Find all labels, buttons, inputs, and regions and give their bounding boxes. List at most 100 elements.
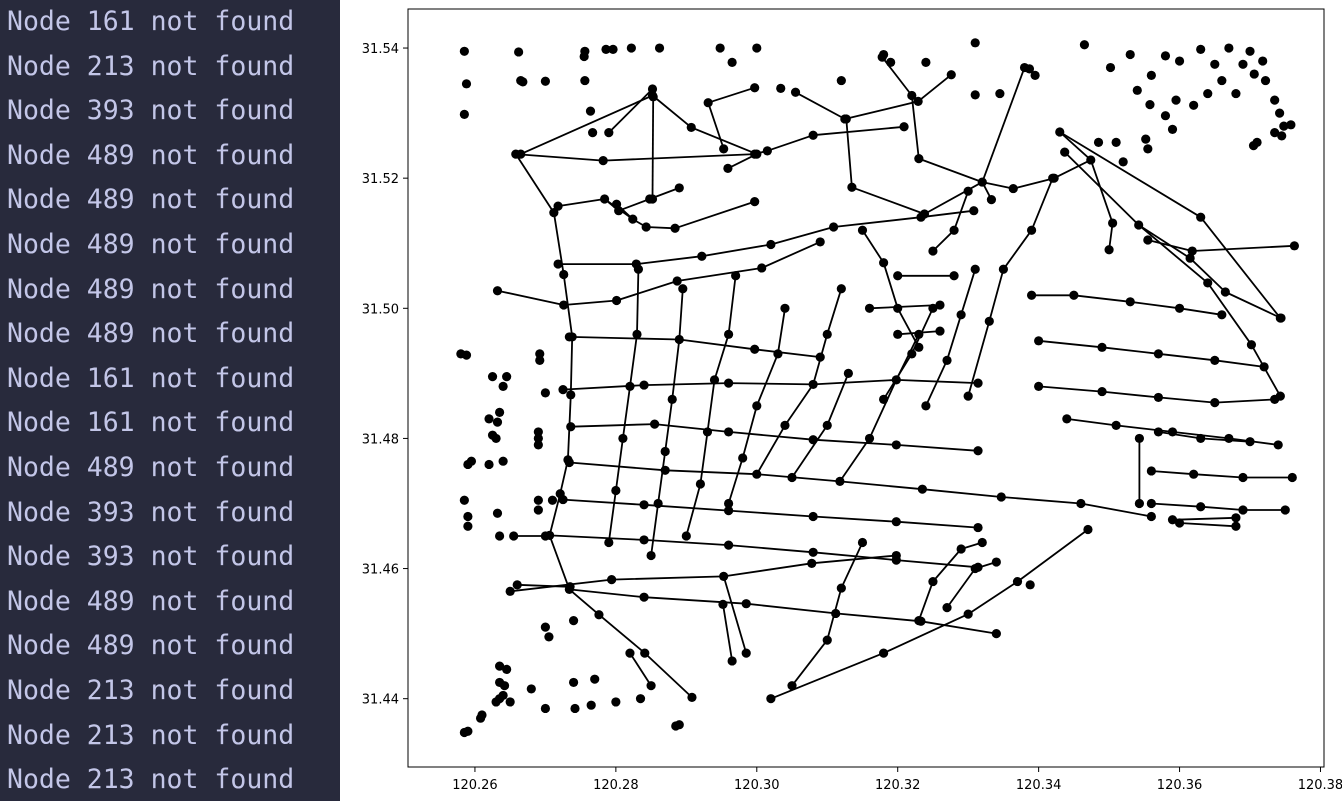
isolated-node [1146,70,1156,80]
graph-node [639,535,649,545]
graph-node [1069,290,1079,300]
graph-node [1146,511,1156,522]
graph-node [681,531,691,541]
graph-node [611,199,622,209]
graph-node [702,427,713,437]
terminal-line: Node 489 not found [7,184,295,216]
graph-node [724,540,734,550]
isolated-node [535,349,545,359]
isolated-node [585,106,596,116]
isolated-node [1079,40,1090,50]
graph-node [891,440,901,450]
graph-node [1270,394,1280,404]
graph-node [808,511,818,522]
road-edge [869,304,941,310]
x-tick-label: 120.38 [1298,778,1342,793]
isolated-node [495,531,505,541]
graph-node [807,558,817,568]
isolated-node [1203,88,1213,99]
isolated-node [1189,100,1199,110]
road-edge [569,461,1152,518]
isolated-node [1270,95,1280,105]
graph-node [822,635,832,645]
isolated-node [879,49,889,60]
road-edge [562,378,979,391]
isolated-node [886,57,896,67]
road-edge [1038,339,1265,368]
graph-node [1231,513,1241,523]
graph-node [879,258,889,268]
isolated-node [626,43,636,53]
graph-node [724,506,734,516]
isolated-node [995,88,1005,99]
graph-node [1153,392,1164,403]
graph-node [969,206,979,216]
isolated-node [568,677,579,688]
graph-node [1076,498,1086,509]
graph-node [956,544,966,554]
isolated-node [970,90,980,100]
graph-node [917,484,927,494]
x-tick-label: 120.36 [1157,778,1203,793]
isolated-node [1217,75,1227,86]
isolated-node [535,355,545,365]
graph-node [913,96,923,106]
isolated-node [491,433,501,444]
graph-node [724,329,734,339]
isolated-node [540,703,550,714]
graph-node [891,375,901,385]
isolated-node [1171,95,1181,105]
isolated-node [752,43,762,53]
terminal-panel[interactable]: Node 161 not found Node 213 not found Node… [0,0,340,801]
graph-node [1203,278,1213,288]
road-edge [845,118,983,215]
isolated-node [970,38,980,48]
isolated-node [499,681,510,691]
terminal-line: Node 393 not found [7,541,295,573]
graph-node [625,381,635,391]
isolated-node [1160,51,1171,61]
graph-node [1146,466,1156,476]
isolated-node [518,77,528,87]
graph-node [893,329,903,339]
graph-node [559,300,569,310]
isolated-node [463,521,473,531]
graph-node [648,92,658,102]
graph-node [1196,212,1206,222]
isolated-node [1141,134,1151,144]
graph-node [1012,576,1023,587]
isolated-node [568,616,579,626]
graph-node [553,259,563,269]
graph-node [687,692,697,702]
graph-node [731,271,741,281]
graph-node [1125,297,1135,307]
graph-node [1196,502,1206,512]
isolated-node [502,664,512,675]
graph-node [1287,472,1297,483]
graph-node [674,334,684,345]
graph-node [857,537,868,548]
graph-node [695,479,706,489]
graph-node [1273,440,1283,450]
graph-node [724,427,734,437]
graph-node [678,284,688,294]
isolated-node [533,433,543,444]
isolated-node [601,44,611,54]
y-tick-label: 31.52 [362,172,399,187]
graph-node [724,378,734,388]
isolated-node [461,350,472,360]
isolated-node [671,721,681,731]
isolated-node [1277,131,1287,141]
graph-node [822,420,832,431]
graph-node [949,225,959,235]
graph-node [843,368,853,378]
x-tick-label: 120.28 [593,778,639,793]
graph-node [640,648,650,658]
terminal-line: Node 161 not found [7,362,295,394]
graph-node [564,457,574,468]
isolated-node [463,511,473,522]
graph-node [757,263,767,273]
graph-node [646,681,656,691]
graph-node [942,602,952,613]
y-tick-label: 31.48 [362,432,399,447]
